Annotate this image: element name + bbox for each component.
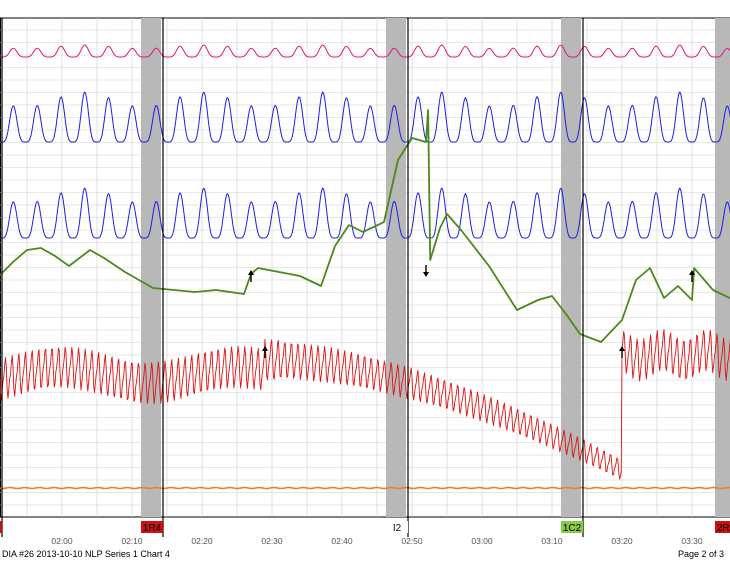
time-axis: 5002:0002:1002:2002:3002:4002:5003:0003:… [51, 536, 703, 546]
question-labels: 1R31R4I21C22R3 [0, 521, 730, 534]
time-tick-label: 02:40 [331, 536, 353, 546]
time-tick-label: 03:10 [541, 536, 563, 546]
time-tick-label: 02:00 [51, 536, 73, 546]
time-tick-label: 03:20 [611, 536, 633, 546]
arrow-head [423, 272, 429, 277]
trace-cardio [0, 329, 730, 480]
question-band [386, 18, 406, 517]
arrow-head [689, 270, 695, 275]
question-label: 2R3 [717, 523, 730, 534]
time-tick-label: 03:30 [681, 536, 703, 546]
question-band [561, 18, 581, 517]
event-arrow [619, 346, 625, 358]
question-label-box [141, 521, 163, 533]
question-label: 1R4 [143, 523, 162, 534]
question-band [715, 18, 730, 517]
event-arrow [689, 270, 695, 282]
arrow-head [619, 346, 625, 351]
trace-lower-respiration-2 [0, 187, 730, 239]
time-tick-label: 02:10 [121, 536, 143, 546]
question-band [141, 18, 161, 517]
question-label-box [561, 521, 583, 533]
time-tick-label: 02:50 [401, 536, 423, 546]
question-label-box [715, 521, 730, 533]
question-label: I2 [393, 523, 402, 534]
trace-baseline-sensor [0, 486, 730, 490]
trace-electrodermal [0, 109, 730, 343]
trace-lower-respiration [0, 91, 730, 143]
event-markers [1, 18, 695, 537]
time-tick-label: 02:20 [191, 536, 213, 546]
arrow-head [248, 270, 254, 275]
grid [0, 17, 730, 518]
question-label: 1C2 [563, 523, 582, 534]
question-label-box [0, 521, 2, 533]
arrow-head [262, 346, 268, 351]
event-arrow [423, 265, 429, 277]
event-arrow [262, 346, 268, 358]
time-tick-label: 03:00 [471, 536, 493, 546]
event-arrow [248, 270, 254, 282]
time-tick-label: 02:30 [261, 536, 283, 546]
question-label-box [386, 521, 408, 533]
chart-info-text: DIA #26 2013-10-10 NLP Series 1 Chart 4 [2, 549, 170, 559]
traces [0, 44, 730, 490]
page-indicator: Page 2 of 3 [677, 549, 724, 559]
trace-upper-respiration [0, 44, 730, 58]
